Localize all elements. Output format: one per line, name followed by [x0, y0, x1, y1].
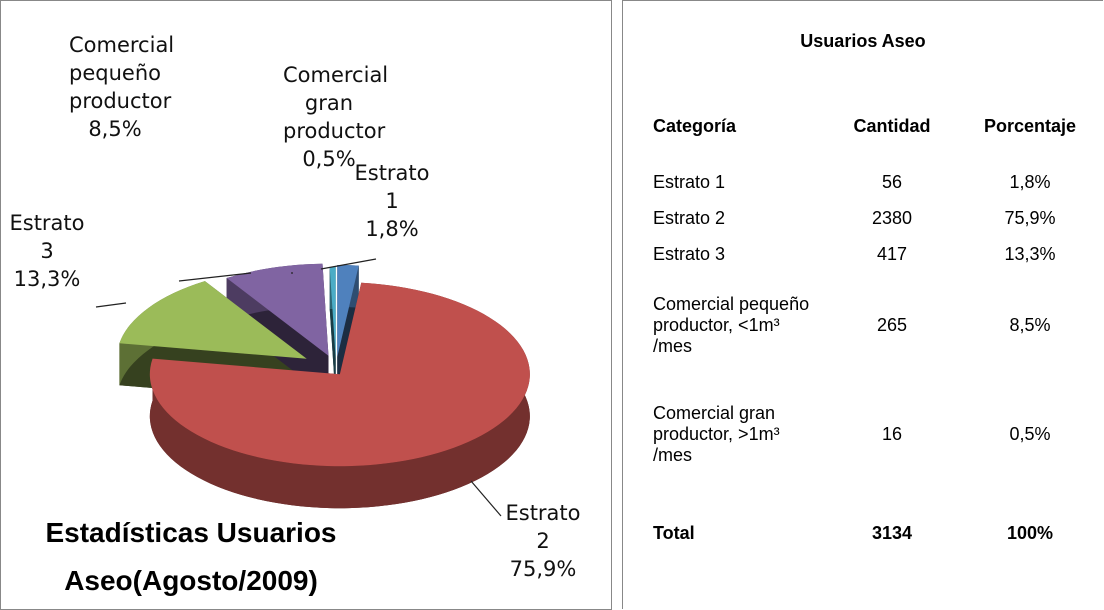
data-label-category: Estrato 1 [354, 161, 430, 213]
table-cell: 1,8% [1009, 171, 1051, 192]
table-cell: 75,9% [1004, 207, 1056, 228]
table-cell: 8,5% [1009, 314, 1051, 335]
data-label-value: 0,5% [302, 147, 356, 171]
table-panel: Usuarios Aseo Categoría Cantidad Porcentaj… [622, 0, 1103, 609]
table-row: Estrato 3 417 13,3% [623, 233, 1103, 275]
leader-line [95, 302, 127, 308]
header-cell: Categoría [653, 115, 737, 136]
pie-slice [119, 281, 307, 359]
data-label: Estrato 3 13,3% [1, 209, 93, 293]
header-cell: Cantidad [853, 115, 931, 136]
leader-line [320, 258, 377, 270]
data-label-value: 75,9% [509, 557, 577, 581]
header-cell: Porcentaje [983, 115, 1077, 136]
table-row: Estrato 1 56 1,8% [623, 161, 1103, 203]
data-label: Comercial pequeño productor 8,5% [69, 31, 175, 143]
data-label: Estrato 2 75,9% [497, 499, 589, 583]
table-cell: Comercial gran productor, >1m³ /mes [653, 402, 780, 465]
pie-slice [226, 263, 329, 356]
header-row: Categoría Cantidad Porcentaje [623, 91, 1103, 161]
table-cell: Estrato 1 [653, 171, 726, 192]
table-cell: Total [653, 522, 695, 543]
table-row: Comercial gran productor, >1m³ /mes 16 0,5… [623, 375, 1103, 493]
data-table: Categoría Cantidad Porcentaje Estrato 1 56 1,… [623, 91, 1103, 573]
data-label-value: 8,5% [88, 117, 142, 141]
data-label-category: Estrato 2 [505, 501, 581, 553]
data-label-value: 1,8% [365, 217, 419, 241]
data-label-value: 13,3% [13, 267, 81, 291]
data-label: Comercial gran productor 0,5% [283, 61, 389, 173]
chart-panel: Estadísticas Usuarios Aseo(Agosto/2009) … [0, 0, 612, 610]
pie-slice [337, 265, 359, 358]
table-cell: 56 [881, 171, 903, 192]
table-row: Estrato 2 2380 75,9% [623, 203, 1103, 233]
table-cell: 13,3% [1004, 243, 1056, 264]
table-cell: 100% [1006, 522, 1054, 543]
data-label-category: Comercial gran productor [283, 63, 389, 143]
data-label-category: Estrato 3 [9, 211, 85, 263]
data-label-category: Comercial pequeño productor [69, 33, 175, 113]
pie-chart [95, 258, 530, 517]
table-title: Usuarios Aseo [800, 31, 926, 51]
table-cell: Comercial pequeño productor, <1m³ /mes [653, 293, 810, 356]
chart-title: Estadísticas Usuarios Aseo(Agosto/2009) [45, 517, 337, 596]
table-cell: 3134 [871, 522, 913, 543]
data-label: Estrato 1 1,8% [346, 159, 438, 243]
table-cell: 417 [876, 243, 908, 264]
leader-line [178, 272, 252, 282]
leader-line [470, 480, 502, 517]
table-cell: Estrato 2 [653, 207, 726, 228]
table-row: Comercial pequeño productor, <1m³ /mes 26… [623, 275, 1103, 375]
pie-slice [149, 282, 530, 467]
pie-tops [119, 263, 530, 467]
table-cell: 0,5% [1009, 423, 1051, 444]
table-row: Total 3134 100% [623, 493, 1103, 573]
pie-slice [329, 267, 336, 360]
table-cell: Estrato 3 [653, 243, 726, 264]
table-cell: 2380 [871, 207, 913, 228]
table-cell: 265 [876, 314, 908, 335]
table-cell: 16 [881, 423, 903, 444]
